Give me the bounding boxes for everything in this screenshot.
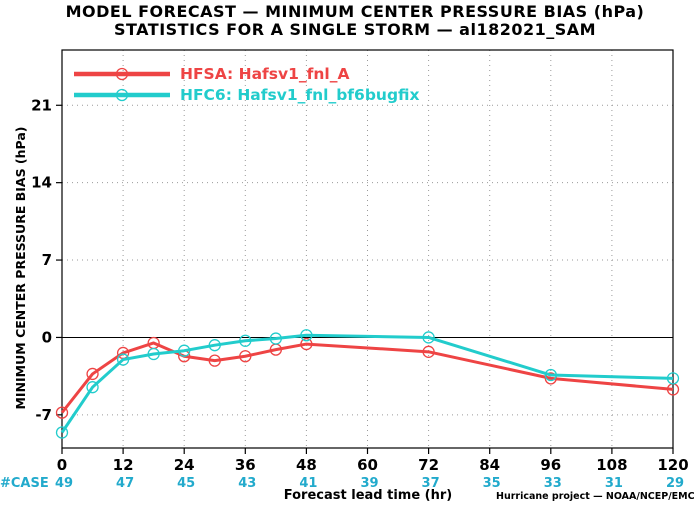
data-point [86,381,99,394]
data-point [544,368,557,382]
case-count: 35 [483,476,501,491]
x-tick-label: 12 [113,456,134,474]
y-tick-label: -7 [35,406,52,424]
y-tick-label: 0 [42,328,52,346]
data-point [116,353,130,366]
legend-label: HFC6: Hafsv1_fnl_bf6bugfix [180,86,420,104]
legend-entry-1: HFSA: Hafsv1_fnl_A [74,65,349,83]
legend-label: HFSA: Hafsv1_fnl_A [180,65,349,83]
data-point [544,372,557,385]
chart-title-line-2: STATISTICS FOR A SINGLE STORM — al182021… [114,20,596,39]
legend-marker [115,67,129,81]
credit-text: Hurricane project — NOAA/NCEP/EMC [496,491,695,502]
case-count: 41 [299,476,317,491]
data-point [239,334,252,347]
x-tick-label: 96 [540,456,561,474]
case-count: 43 [238,476,256,491]
data-point [55,406,69,419]
x-axis-label: Forecast lead time (hr) [284,488,452,503]
data-point [269,332,283,345]
axes [56,49,674,454]
x-tick-label: 72 [418,456,439,474]
case-count: 39 [360,476,378,491]
case-count: 49 [55,476,73,491]
case-count: 29 [666,476,684,491]
x-tick-label: 108 [596,456,627,474]
data-point [666,372,680,385]
series-line [60,333,674,434]
legend: HFSA: Hafsv1_fnl_A HFC6: Hafsv1_fnl_bf6bu… [74,65,420,104]
grid [62,50,673,448]
legend-marker [115,88,129,102]
legend-entry-2: HFC6: Hafsv1_fnl_bf6bugfix [74,86,420,104]
series-layer [55,329,680,439]
data-point [422,331,435,344]
data-point [147,347,160,361]
case-count: 47 [116,476,134,491]
x-tick-label: 0 [57,456,67,474]
x-tick-label: 48 [296,456,317,474]
data-point [178,344,191,357]
series-2 [55,329,680,439]
data-point [208,339,221,352]
data-point [300,329,313,342]
x-tick-label: 24 [174,456,195,474]
y-tick-labels: -7 0 7 14 21 [31,96,52,424]
y-axis-label: MINIMUM CENTER PRESSURE BIAS (hPa) [13,126,28,409]
x-tick-label: 120 [657,456,688,474]
chart-title-line-1: MODEL FORECAST — MINIMUM CENTER PRESSURE… [66,2,645,21]
case-counts: 49 47 45 43 41 39 37 35 33 31 29 [55,476,684,491]
data-point [422,345,435,358]
case-count: 45 [177,476,195,491]
plot-frame [61,49,674,449]
case-count: 31 [605,476,623,491]
data-point [86,367,99,381]
x-tick-labels: 0 12 24 36 48 60 72 84 96 108 120 [57,456,689,474]
y-tick-label: 14 [31,174,52,192]
data-point [208,354,221,367]
y-tick-label: 7 [42,251,52,269]
case-label: #CASE [0,476,49,491]
case-count: 33 [544,476,562,491]
data-point [55,426,69,439]
case-count: 37 [422,476,440,491]
data-point [300,337,313,351]
x-tick-label: 36 [235,456,256,474]
data-point [239,350,252,363]
x-tick-label: 60 [357,456,378,474]
y-tick-label: 21 [31,96,52,114]
x-tick-label: 84 [479,456,500,474]
